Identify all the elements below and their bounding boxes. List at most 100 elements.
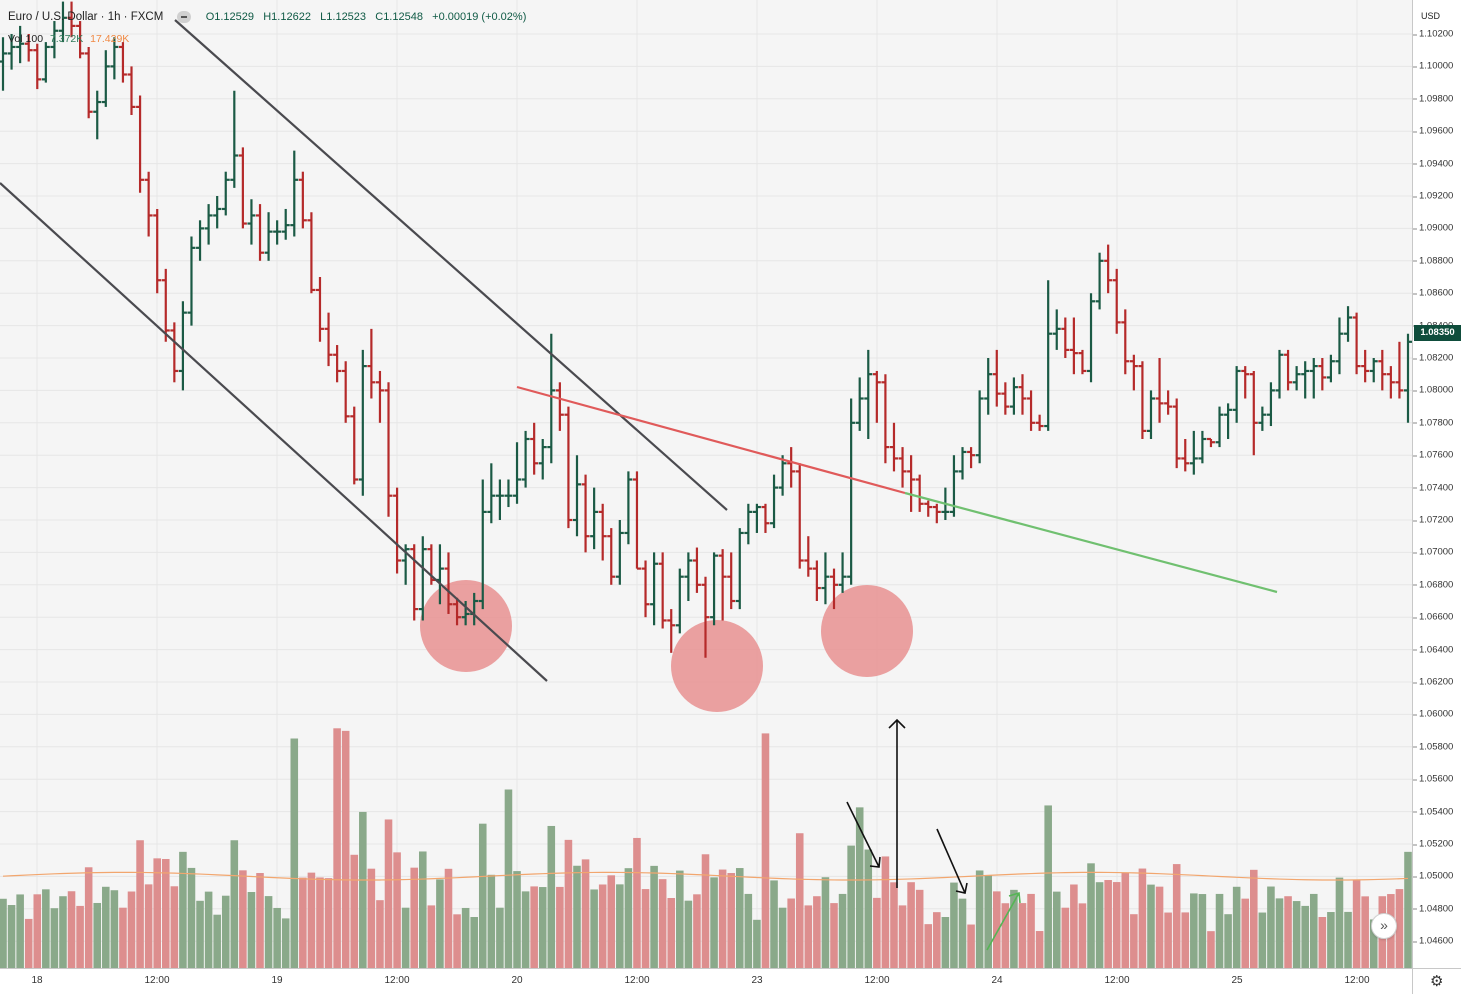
ohlc-bar: [41, 42, 50, 83]
volume-bar: [119, 907, 127, 968]
ohlc-bar: [256, 204, 265, 261]
volume-bar: [170, 886, 179, 968]
ohlc-bar: [1335, 317, 1344, 375]
volume-bar: [770, 880, 778, 968]
time-scale[interactable]: 18 12:00 19 12:00 20 12:00 23 12:00 24 12:00 25 12:…: [0, 968, 1412, 994]
ohlc-bar: [230, 90, 239, 188]
ohlc-bar: [907, 455, 916, 512]
volume-bar: [127, 891, 136, 968]
volume-bar: [992, 891, 1001, 968]
volume-bar: [281, 918, 290, 968]
ohlc-bar: [992, 349, 1001, 407]
volume-bar: [753, 919, 761, 968]
volume-bar: [1224, 914, 1232, 968]
ohlc-bar: [67, 1, 76, 38]
collapse-legend-icon[interactable]: [176, 11, 191, 23]
volume-bar: [307, 872, 316, 968]
volume-bar: [1258, 912, 1267, 968]
ohlc-bar: [624, 471, 633, 545]
ohlc-bar: [847, 398, 856, 585]
volume-bar: [1215, 893, 1224, 968]
ohlc-bar: [213, 196, 222, 229]
volume-bar: [624, 868, 633, 968]
volume-bar: [633, 837, 641, 968]
volume-bar: [898, 905, 907, 968]
time-tick: 18: [31, 975, 43, 986]
volume-bar: [950, 882, 958, 968]
ohlc-bar: [461, 601, 470, 626]
time-tick: 12:00: [1344, 975, 1370, 986]
volume-bar: [196, 900, 204, 968]
volume-bar: [179, 851, 187, 968]
ohlc-bar: [795, 463, 804, 569]
volume-bar: [436, 879, 444, 968]
ohlc-bar: [590, 487, 599, 550]
ohlc-bar: [1001, 382, 1010, 415]
ohlc-bar: [101, 50, 110, 107]
volume-bar: [76, 905, 84, 968]
currency-label: USD: [1421, 11, 1441, 21]
ohlc-bar: [281, 208, 290, 240]
volume-bar: [795, 833, 804, 968]
ohlc-bar: [675, 568, 684, 634]
volume-bar: [701, 854, 710, 968]
volume-bar: [187, 867, 196, 968]
time-tick: 24: [991, 975, 1003, 986]
neckline-red: [516, 385, 906, 495]
ohlc-bar: [1395, 341, 1404, 399]
time-tick: 12:00: [624, 975, 650, 986]
ohlc-bar: [333, 345, 342, 383]
ohlc-bar: [915, 474, 924, 512]
ohlc-bar: [692, 547, 701, 593]
price-tick: 1.09600: [1412, 125, 1454, 137]
volume-bar: [1121, 872, 1130, 968]
ohlc-bar: [1087, 293, 1096, 383]
price-volume-chart[interactable]: [0, 0, 1412, 968]
neckline-green: [904, 491, 1278, 594]
volume-bar: [24, 918, 33, 968]
volume-bar: [67, 891, 76, 968]
volume-bar: [830, 903, 838, 968]
ohlc-bar: [1181, 439, 1190, 472]
volume-bar: [907, 882, 915, 968]
volume-bar: [1275, 898, 1284, 968]
ohlc-bar: [1069, 317, 1078, 375]
ohlc-bar: [778, 455, 787, 496]
chart-pane[interactable]: Euro / U.S. Dollar · 1h · FXCM O1.12529 …: [0, 0, 1412, 968]
ohlc-bar: [418, 536, 427, 621]
ohlc-bar: [84, 46, 93, 119]
down-arrow-black-2: [936, 828, 968, 894]
volume-bar: [1087, 863, 1095, 968]
ohlc-bar: [1215, 406, 1224, 448]
ohlc-bar: [1198, 430, 1207, 464]
symbol-label[interactable]: Euro / U.S. Dollar · 1h · FXCM: [8, 11, 164, 24]
scroll-to-realtime-button[interactable]: »: [1371, 913, 1397, 939]
time-tick: 19: [271, 975, 283, 986]
volume-bar: [650, 865, 658, 968]
volume-bar: [658, 879, 667, 968]
price-tick: 1.04800: [1412, 903, 1454, 915]
volume-bar: [958, 898, 967, 968]
ohlc-bar: [358, 349, 367, 496]
volume-label[interactable]: Vol 100: [8, 33, 44, 45]
price-scale[interactable]: USD 1.10200 1.10000 1.09800 1.09600 1.09400 1…: [1412, 0, 1461, 968]
volume-bar: [616, 884, 624, 968]
low-value: L1.12523: [320, 11, 367, 24]
price-tick: 1.05800: [1412, 741, 1454, 753]
volume-bar: [538, 887, 547, 968]
volume-bar: [136, 840, 144, 968]
price-tick: 1.10200: [1412, 28, 1454, 40]
ohlc-bar: [76, 21, 85, 59]
time-tick: 25: [1231, 975, 1243, 986]
drawings: [0, 19, 1278, 951]
volume-bar: [1318, 917, 1327, 968]
gear-icon[interactable]: ⚙: [1430, 973, 1444, 990]
volume-bar: [1267, 886, 1275, 968]
volume-bar: [1352, 880, 1361, 968]
volume-bar: [427, 905, 436, 968]
ohlc-bar: [1044, 280, 1053, 431]
volume-bar: [470, 917, 478, 968]
volume-bar: [350, 854, 359, 968]
price-tick: 1.10000: [1412, 60, 1454, 72]
volume-bar: [1207, 931, 1215, 968]
